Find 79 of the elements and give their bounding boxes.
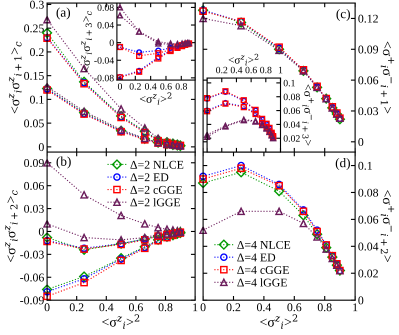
x-tick-label: 0.8: [260, 66, 272, 74]
y2-tick-label: 0.03: [358, 107, 378, 116]
legend-label: Δ=2 cGGE: [130, 186, 182, 194]
y2-tick-label: 0.08: [358, 188, 378, 197]
y-tick-label: 0.04: [97, 22, 114, 29]
y-tick-label: 0: [38, 228, 44, 236]
y-tick-label: 0.06: [24, 182, 44, 190]
y2-tick-label: 0.12: [358, 14, 378, 23]
x-tick-label: 1: [278, 66, 282, 74]
y2-tick-label: 0.1: [358, 162, 372, 170]
x-tick-label: 0.2: [226, 303, 240, 312]
y2-tick-label: 0.08: [284, 94, 300, 100]
legend-label: Δ=4 ED: [237, 254, 276, 262]
x-tick-label: 0.2: [216, 66, 228, 74]
y-tick-label: 0: [110, 40, 114, 46]
x-tick-label: 0.6: [128, 303, 143, 312]
y-tick-label: -0.08: [94, 74, 114, 82]
legend-label: Δ=2 lGGE: [130, 198, 180, 206]
y-tick-label: 0.3: [30, 0, 44, 9]
legend-label: Δ=4 NLCE: [237, 240, 290, 249]
y2-axis-title: <σ$^{+}$$_{i}$σ$^{−}$$_{i+1}$>: [380, 42, 394, 114]
x-tick-label: 0.6: [287, 303, 302, 312]
legend-label: Δ=4 lGGE: [237, 278, 287, 287]
y2-tick-label: 0.09: [358, 46, 378, 54]
y-tick-label: 0.1: [30, 96, 44, 104]
annotation: (c): [336, 8, 350, 21]
y2-tick-label: 0.02: [284, 135, 300, 142]
x-tick-label: 0.8: [158, 303, 172, 312]
y-tick-label: 0.05: [24, 119, 44, 128]
x-tick-label: 0.8: [318, 303, 332, 312]
x-tick-label: 0.4: [144, 83, 157, 90]
y-tick-label: 0.15: [24, 72, 44, 80]
y2-tick-label: 0.06: [358, 76, 378, 84]
y2-tick-label: 0: [358, 138, 364, 146]
x-tick-label: 0: [118, 83, 122, 90]
y2-tick-label: 0.04: [358, 242, 378, 251]
y2-tick-label: 0.06: [358, 216, 378, 224]
x-tick-label: 0.8: [176, 83, 188, 90]
x-tick-label: 0.4: [256, 303, 272, 312]
y-axis-title: <σ$^{z}$$_{i}$σ$^{z}$$_{i+1}$>$_{c}$: [8, 42, 22, 114]
y2-axis-title: <σ$^{+}$$_{i}$σ$^{−}$$_{i+2}$>: [380, 190, 394, 262]
y-axis-title: <σ$^{z}$$_{i}$σ$^{z}$$_{i+3}$>$_{c}$: [81, 11, 92, 72]
annotation: (b): [56, 156, 71, 168]
x-axis-title: <σ$^{z}$$_{i}$>$^{2}$: [228, 54, 258, 66]
y2-tick-label: 0.02: [358, 269, 378, 278]
x-tick-label: 0.4: [230, 66, 242, 74]
x-tick-label: 0.2: [130, 83, 141, 90]
y2-tick-label: 0.06: [284, 107, 300, 114]
x-tick-label: 1: [353, 303, 358, 312]
y-tick-label: 0.03: [24, 204, 44, 213]
y-tick-label: 0.25: [24, 24, 44, 32]
x-tick-label: 0.6: [160, 83, 172, 90]
y2-tick-label: 0.04: [284, 121, 300, 128]
y2-tick-label: 0: [358, 296, 364, 304]
y2-tick-label: 0.1: [284, 80, 295, 86]
y-tick-label: 0.2: [30, 48, 44, 56]
x-tick-label: 0: [44, 303, 50, 312]
y-tick-label: -0.03: [20, 250, 44, 259]
x-tick-label: 1: [193, 303, 198, 312]
y2-axis-title: <σ$^{+}$$_{i}$σ$^{−}$$_{i+3}$>: [302, 84, 314, 146]
x-tick-label: 0: [200, 303, 206, 312]
x-axis-title: <σ$^{z}$$_{i}$>$^{2}$: [140, 92, 172, 105]
legend-label: Δ=2 NLCE: [130, 160, 184, 169]
y-tick-label: 0.09: [24, 159, 44, 168]
x-tick-label: 0.6: [245, 66, 257, 74]
legend-label: Δ=2 ED: [130, 173, 168, 182]
annotation: (a): [56, 7, 70, 20]
y-tick-label: -0.09: [20, 296, 44, 304]
y-tick-label: -0.04: [94, 57, 114, 64]
y-tick-label: -0.06: [20, 274, 44, 282]
legend-label: Δ=4 cGGE: [237, 266, 289, 274]
x-axis-title: <σ$^{z}$$_{i}$>$^{2}$: [260, 314, 298, 329]
x-tick-label: 0.2: [70, 303, 84, 312]
y-tick-label: 0: [38, 143, 44, 152]
y-tick-label: 0.08: [97, 4, 114, 11]
x-tick-label: 0.4: [99, 303, 114, 312]
y-axis-title: <σ$^{z}$$_{i}$σ$^{z}$$_{i+2}$>$_{c}$: [4, 190, 18, 262]
x-axis-title: <σ$^{z}$$_{i}$>$^{2}$: [102, 314, 140, 329]
annotation: (d): [336, 158, 350, 170]
